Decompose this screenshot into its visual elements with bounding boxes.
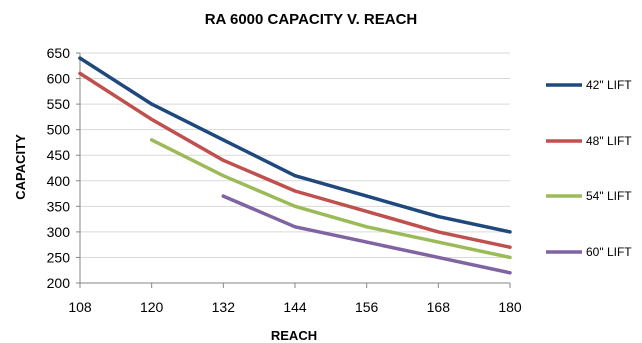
y-axis-ticks: 200 250 300 350 400 450 500 550 600 650	[47, 45, 71, 291]
x-axis-title: REACH	[271, 328, 317, 343]
y-tick-label: 600	[47, 71, 71, 87]
data-point	[508, 255, 512, 260]
legend-label-3: 54" LIFT	[586, 189, 632, 203]
x-tick-label: 180	[498, 299, 522, 315]
y-tick-label: 550	[47, 96, 71, 112]
data-point	[508, 245, 512, 249]
series-line-3	[149, 138, 512, 260]
data-point	[78, 56, 82, 60]
y-axis-title: CAPACITY	[13, 134, 28, 200]
data-point	[508, 271, 512, 275]
data-point	[365, 225, 369, 229]
y-tick-label: 450	[47, 147, 71, 163]
gridlines	[80, 52, 510, 284]
axes	[76, 52, 511, 288]
data-point	[365, 240, 369, 244]
x-axis-ticks: 108 120 132 144 156 168 180	[68, 299, 522, 315]
y-tick-label: 250	[47, 249, 71, 265]
data-point	[78, 71, 82, 76]
legend-label-2: 48" LIFT	[586, 134, 632, 148]
legend-label-4: 60" LIFT	[586, 245, 632, 259]
y-tick-label: 300	[47, 224, 71, 240]
plot-area	[78, 56, 512, 275]
y-tick-label: 200	[47, 275, 71, 291]
data-point	[221, 174, 225, 178]
legend-label-1: 42" LIFT	[586, 78, 632, 92]
data-point	[293, 225, 297, 229]
data-point	[436, 240, 440, 244]
legend: 42" LIFT 48" LIFT 54" LIFT 60" LIFT	[546, 78, 632, 259]
y-tick-label: 650	[47, 45, 71, 61]
data-point	[221, 138, 225, 142]
data-point	[365, 194, 369, 198]
x-tick-label: 156	[355, 299, 379, 315]
data-point	[436, 255, 440, 260]
y-tick-label: 350	[47, 198, 71, 214]
data-point	[150, 117, 154, 122]
series-line-4	[221, 194, 512, 275]
data-point	[293, 189, 297, 193]
y-tick-label: 400	[47, 173, 71, 189]
data-point	[221, 194, 225, 198]
data-point	[436, 230, 440, 234]
data-point	[221, 158, 225, 162]
x-tick-label: 132	[212, 299, 236, 315]
data-point	[365, 209, 369, 214]
y-tick-label: 500	[47, 122, 71, 138]
x-tick-label: 120	[140, 299, 164, 315]
chart-title: RA 6000 CAPACITY V. REACH	[205, 11, 418, 28]
x-tick-label: 108	[68, 299, 92, 315]
data-point	[293, 204, 297, 208]
data-point	[150, 138, 154, 142]
x-tick-label: 144	[283, 299, 307, 315]
data-point	[150, 102, 154, 106]
x-tick-label: 168	[427, 299, 451, 315]
data-point	[508, 230, 512, 234]
data-point	[436, 214, 440, 219]
data-point	[293, 174, 297, 178]
